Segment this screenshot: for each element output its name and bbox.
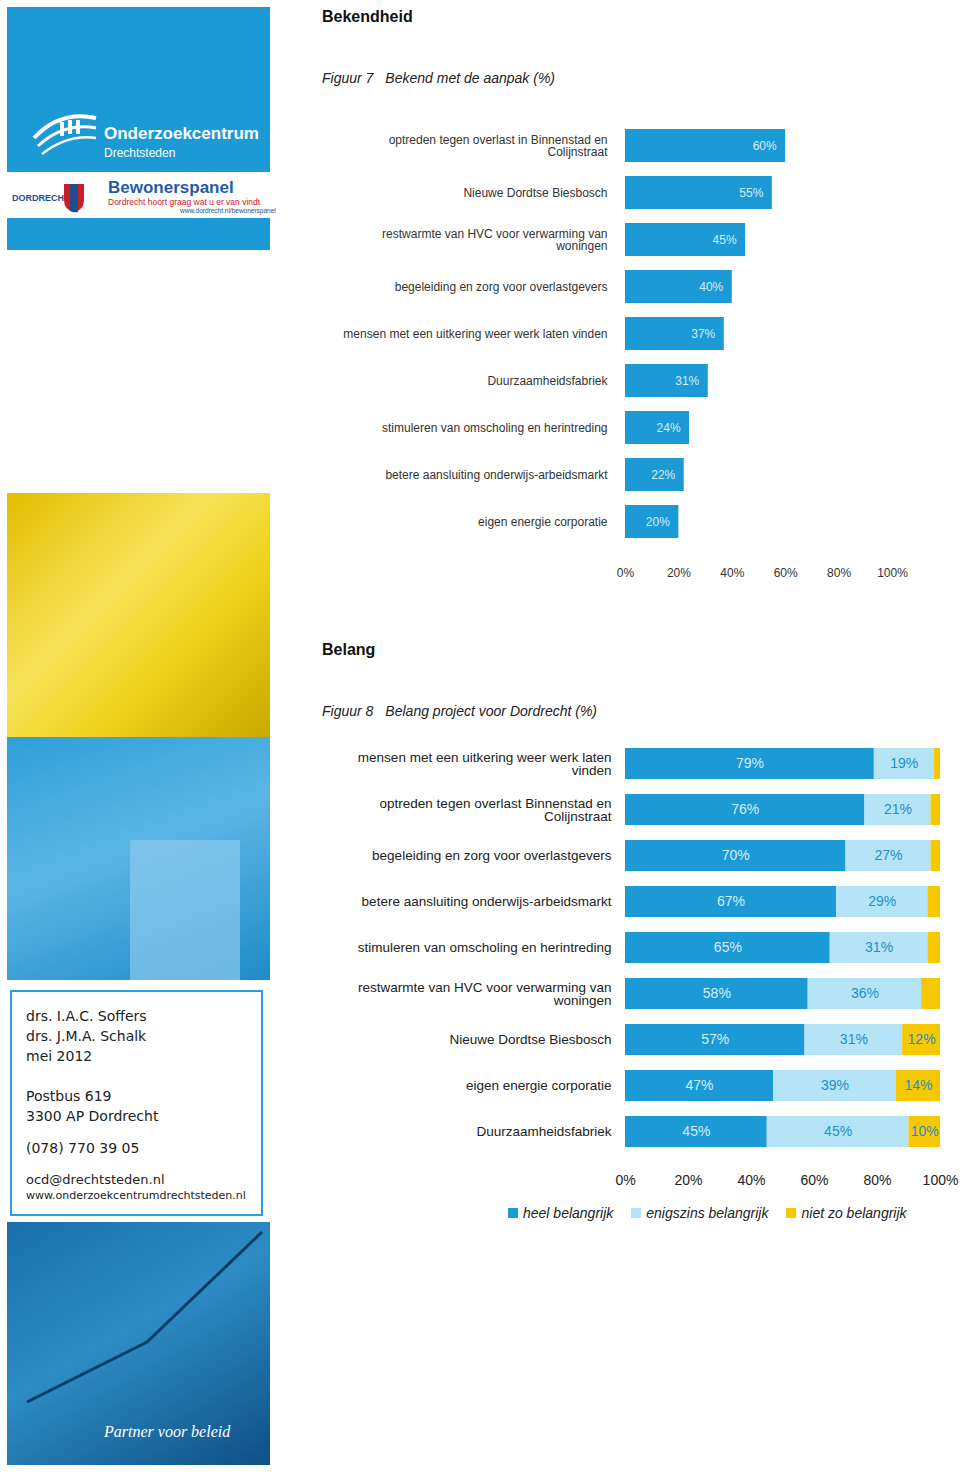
svg-text:39%: 39% xyxy=(821,1077,849,1093)
svg-text:70%: 70% xyxy=(722,847,750,863)
svg-text:20%: 20% xyxy=(674,1172,702,1188)
svg-text:31%: 31% xyxy=(675,374,699,388)
svg-text:Duurzaamheidsfabriek: Duurzaamheidsfabriek xyxy=(487,374,608,388)
svg-text:67%: 67% xyxy=(717,893,745,909)
svg-text:31%: 31% xyxy=(840,1031,868,1047)
svg-text:20%: 20% xyxy=(646,515,670,529)
svg-text:37%: 37% xyxy=(691,327,715,341)
svg-text:20%: 20% xyxy=(667,566,691,580)
svg-text:31%: 31% xyxy=(865,939,893,955)
svg-text:100%: 100% xyxy=(877,566,908,580)
html-text:3300 AP Dordrecht: 3300 AP Dordrecht xyxy=(26,1108,159,1124)
svg-text:55%: 55% xyxy=(739,186,763,200)
svg-text:Nieuwe Dordtse Biesbosch: Nieuwe Dordtse Biesbosch xyxy=(463,186,607,200)
svg-text:79%: 79% xyxy=(736,755,764,771)
svg-text:begeleiding en zorg voor overl: begeleiding en zorg voor overlastgevers xyxy=(372,848,612,863)
svg-text:restwarmte van HVC voor verwar: restwarmte van HVC voor verwarming vanwo… xyxy=(382,227,607,253)
svg-text:0%: 0% xyxy=(617,566,635,580)
svg-text:57%: 57% xyxy=(701,1031,729,1047)
svg-text:76%: 76% xyxy=(731,801,759,817)
svg-text:Duurzaamheidsfabriek: Duurzaamheidsfabriek xyxy=(476,1124,611,1139)
html-text:DORDRECHT: DORDRECHT xyxy=(12,193,70,203)
svg-text:27%: 27% xyxy=(875,847,903,863)
html-text:Onderzoekcentrum: Onderzoekcentrum xyxy=(104,124,259,143)
svg-text:60%: 60% xyxy=(800,1172,828,1188)
svg-text:stimuleren van omscholing en h: stimuleren van omscholing en herintredin… xyxy=(358,940,612,955)
html-text:ocd@drechtsteden.nl: ocd@drechtsteden.nl xyxy=(26,1172,165,1187)
svg-text:29%: 29% xyxy=(868,893,896,909)
html-text:Belang: Belang xyxy=(322,641,376,658)
svg-text:80%: 80% xyxy=(827,566,851,580)
svg-text:60%: 60% xyxy=(753,139,777,153)
svg-text:65%: 65% xyxy=(714,939,742,955)
svg-text:stimuleren van omscholing en h: stimuleren van omscholing en herintredin… xyxy=(382,421,607,435)
html-text:Bekend met de aanpak (%): Bekend met de aanpak (%) xyxy=(385,70,555,86)
svg-text:45%: 45% xyxy=(682,1123,710,1139)
svg-text:optreden tegen overlast Binnen: optreden tegen overlast Binnenstad enCol… xyxy=(380,796,612,825)
svg-text:21%: 21% xyxy=(884,801,912,817)
html-text:www.dordrecht.nl/bewonerspanel: www.dordrecht.nl/bewonerspanel xyxy=(180,207,276,214)
svg-text:80%: 80% xyxy=(863,1172,891,1188)
html-text:Postbus 619: Postbus 619 xyxy=(26,1088,112,1104)
html-text:Dordrecht hoort graag wat u er: Dordrecht hoort graag wat u er van vindt xyxy=(108,197,261,207)
svg-text:45%: 45% xyxy=(824,1123,852,1139)
svg-text:60%: 60% xyxy=(774,566,798,580)
html-text:Bewonerspanel: Bewonerspanel xyxy=(108,178,234,197)
svg-text:0%: 0% xyxy=(615,1172,635,1188)
svg-text:mensen met een uitkering weer: mensen met een uitkering weer werk laten… xyxy=(358,750,612,779)
svg-text:restwarmte van HVC voor verwar: restwarmte van HVC voor verwarming vanwo… xyxy=(358,980,612,1009)
svg-text:14%: 14% xyxy=(904,1077,932,1093)
svg-text:19%: 19% xyxy=(890,755,918,771)
svg-text:betere aansluiting onderwijs-a: betere aansluiting onderwijs-arbeidsmark… xyxy=(362,894,612,909)
svg-text:eigen energie corporatie: eigen energie corporatie xyxy=(466,1078,612,1093)
html-text:heel belangrijk: heel belangrijk xyxy=(523,1205,614,1221)
html-text:(078) 770 39 05: (078) 770 39 05 xyxy=(26,1140,140,1156)
html-text:mei 2012: mei 2012 xyxy=(26,1048,93,1064)
html-text:Bekendheid: Bekendheid xyxy=(322,8,413,25)
svg-text:40%: 40% xyxy=(720,566,744,580)
html-text:niet zo belangrijk: niet zo belangrijk xyxy=(801,1205,907,1221)
html-text:enigszins belangrijk: enigszins belangrijk xyxy=(646,1205,769,1221)
html-text:Figuur 7: Figuur 7 xyxy=(322,70,374,86)
html-text:Belang project voor Dordrecht: Belang project voor Dordrecht (%) xyxy=(385,703,597,719)
svg-text:45%: 45% xyxy=(713,233,737,247)
html-text:drs. I.A.C. Soffers: drs. I.A.C. Soffers xyxy=(26,1008,147,1024)
html-text:drs. J.M.A. Schalk: drs. J.M.A. Schalk xyxy=(26,1028,147,1044)
svg-text:10%: 10% xyxy=(911,1123,939,1139)
svg-text:Nieuwe Dordtse Biesbosch: Nieuwe Dordtse Biesbosch xyxy=(449,1032,611,1047)
html-text:Drechtsteden: Drechtsteden xyxy=(104,146,176,160)
svg-text:40%: 40% xyxy=(699,280,723,294)
html-text:Partner voor beleid: Partner voor beleid xyxy=(104,1423,231,1440)
svg-text:12%: 12% xyxy=(908,1031,936,1047)
svg-text:22%: 22% xyxy=(651,468,675,482)
svg-text:100%: 100% xyxy=(923,1172,959,1188)
svg-text:mensen met een uitkering weer: mensen met een uitkering weer werk laten… xyxy=(343,327,607,341)
svg-text:40%: 40% xyxy=(737,1172,765,1188)
html-text:www.onderzoekcentrumdrechtsted: www.onderzoekcentrumdrechtsteden.nl xyxy=(26,1189,246,1202)
svg-text:47%: 47% xyxy=(686,1077,714,1093)
html-text:Figuur 8: Figuur 8 xyxy=(322,703,374,719)
svg-text:58%: 58% xyxy=(703,985,731,1001)
svg-text:betere aansluiting onderwijs-a: betere aansluiting onderwijs-arbeidsmark… xyxy=(385,468,608,482)
svg-text:begeleiding en zorg voor overl: begeleiding en zorg voor overlastgevers xyxy=(395,280,608,294)
svg-text:36%: 36% xyxy=(851,985,879,1001)
svg-text:optreden tegen overlast in Bin: optreden tegen overlast in Binnenstad en… xyxy=(389,133,608,159)
svg-text:eigen energie corporatie: eigen energie corporatie xyxy=(478,515,608,529)
svg-text:24%: 24% xyxy=(657,421,681,435)
